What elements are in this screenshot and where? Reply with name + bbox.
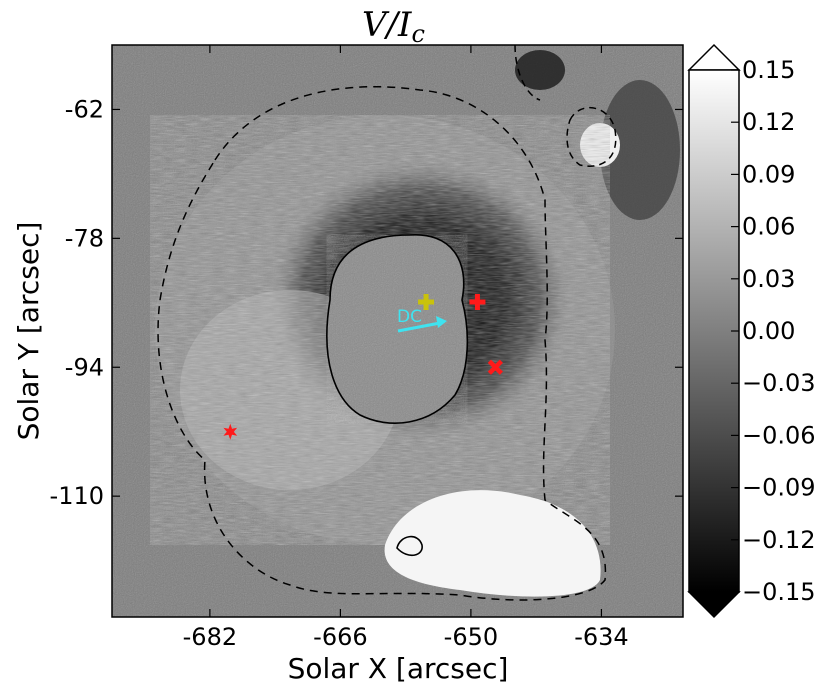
- chart-title: V/Ic: [362, 5, 425, 48]
- x-tick-label: -666: [313, 623, 367, 651]
- dc-annotation: DC: [397, 307, 447, 333]
- x-tick-label: -682: [183, 623, 237, 651]
- red-plus-marker: [469, 293, 486, 310]
- colorbar-tick-label: −0.03: [742, 369, 816, 397]
- colorbar-bottom-extension: [687, 591, 741, 619]
- dc-arrow-shaft: [397, 321, 441, 333]
- colorbar-tick-label: −0.09: [742, 474, 816, 502]
- stokes-v-map: [112, 45, 683, 617]
- x-tick-label: -650: [444, 623, 498, 651]
- dark-pore: [515, 50, 565, 90]
- plot-frame: [111, 44, 684, 618]
- bright-polarity-region: [384, 490, 601, 597]
- yellow-plus-marker: [418, 293, 435, 310]
- colorbar-tick-label: 0.03: [742, 265, 795, 293]
- y-tick-label: -94: [65, 353, 104, 381]
- dark-network-patch: [600, 80, 680, 220]
- colorbar-tick-label: 0.09: [742, 160, 795, 188]
- markers-layer: [223, 293, 503, 440]
- edge-contour: [514, 45, 541, 101]
- colorbar-ticks: 0.15 0.12 0.09 0.06 0.03 0.00 −0.03 −0.06 −0.09 −…: [731, 56, 816, 606]
- red-star-marker: [223, 423, 238, 440]
- y-tick-label: -78: [65, 224, 104, 252]
- colorbar-tick-label: −0.15: [742, 578, 816, 606]
- umbra-contour: [326, 234, 469, 424]
- y-tick-label: -62: [65, 95, 104, 123]
- dc-arrow-head: [436, 316, 447, 328]
- x-tick-label: -634: [574, 623, 628, 651]
- red-x-marker: [487, 359, 503, 375]
- colorbar-top-extension: [687, 43, 741, 71]
- axis-ticks: -682 -666 -650 -634 -62 -78 -94 -110: [50, 45, 683, 651]
- colorbar-tick-label: −0.06: [742, 421, 816, 449]
- x-axis-label: Solar X [arcsec]: [288, 652, 509, 685]
- y-tick-label: -110: [50, 482, 104, 510]
- colorbar-tick-label: 0.06: [742, 213, 795, 241]
- bright-pore: [580, 123, 620, 167]
- colorbar-tick-label: 0.12: [742, 108, 795, 136]
- small-contour: [396, 535, 423, 557]
- colorbar-tick-label: −0.12: [742, 526, 816, 554]
- dc-label: DC: [397, 307, 422, 327]
- colorbar-tick-label: 0.15: [742, 56, 795, 84]
- title-main: V/I: [362, 5, 412, 45]
- title-subscript: c: [411, 20, 424, 48]
- pore-contour: [566, 106, 617, 167]
- umbra-texture: [326, 234, 468, 424]
- colorbar: 0.15 0.12 0.09 0.06 0.03 0.00 −0.03 −0.06 −0.09 −…: [687, 43, 816, 619]
- penumbra-contour: [157, 85, 607, 601]
- colorbar-tick-label: 0.00: [742, 317, 795, 345]
- y-axis-label: Solar Y [arcsec]: [12, 222, 45, 441]
